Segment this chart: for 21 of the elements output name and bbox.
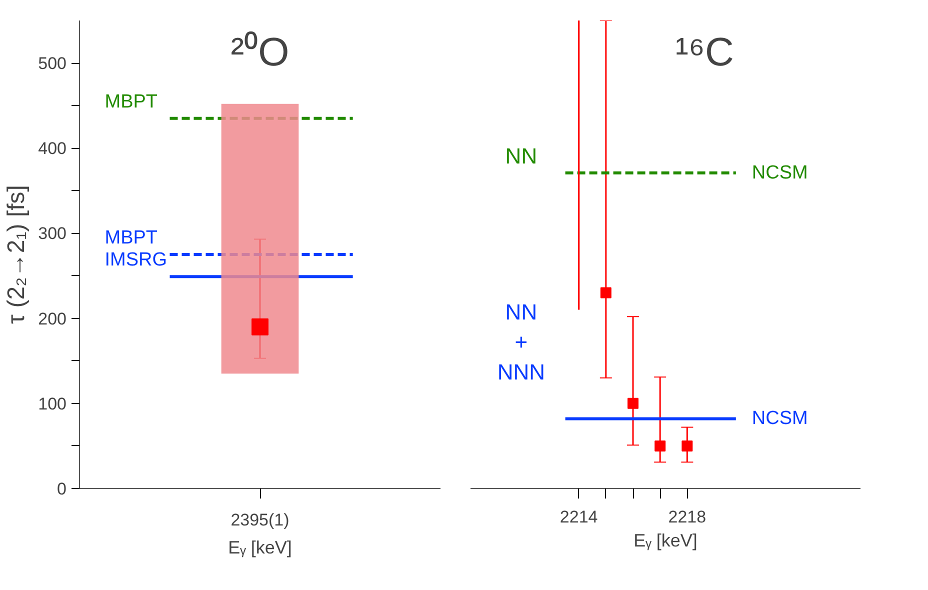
ref-line-label: MBPT: [104, 228, 158, 248]
ref-line-label: IMSRG: [104, 250, 168, 271]
x-axis-title: Eᵧ [keV]: [228, 538, 292, 558]
annotation: NN: [505, 143, 538, 168]
annotation: NN + NNN: [497, 300, 546, 385]
y-tick-label: 500: [38, 54, 67, 74]
y-tick-label: 0: [57, 480, 67, 498]
x-axis-title: Eᵧ [keV]: [634, 530, 698, 550]
ref-line-label: NCSM: [752, 162, 808, 184]
x-tick-label: 2395(1): [230, 510, 290, 530]
chart-title: ¹⁶C: [675, 30, 734, 74]
y-tick-label: 400: [38, 139, 67, 158]
y-tick-label: 300: [38, 224, 67, 244]
chart-title: ²⁰O: [230, 30, 290, 74]
y-axis-title: τ (2₂→2₁) [fs]: [3, 185, 30, 324]
y-tick-label: 100: [38, 394, 67, 414]
ref-line-label: MBPT: [104, 91, 158, 112]
y-tick-label: 200: [38, 309, 67, 328]
ref-line-label: NCSM: [752, 408, 808, 430]
x-tick-label: 2218: [668, 508, 706, 526]
x-tick-label: 2214: [560, 508, 598, 526]
